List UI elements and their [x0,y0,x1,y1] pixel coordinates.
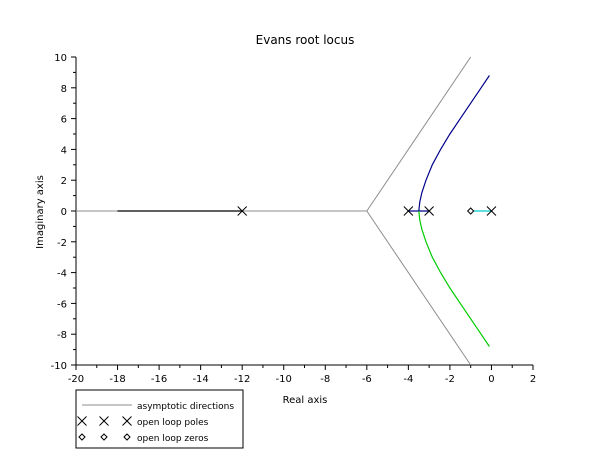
y-tick-label: 2 [61,176,67,187]
y-tick-label: 8 [61,84,67,95]
y-tick-label: 10 [54,53,67,64]
chart-title: Evans root locus [256,33,355,47]
y-tick-label: -8 [57,330,67,341]
y-tick-label: 0 [61,207,67,218]
x-tick-label: -14 [192,374,208,385]
y-tick-label: -10 [51,361,67,372]
y-tick-label: 6 [61,115,67,126]
legend-asymptotes-label: asymptotic directions [137,402,234,412]
x-tick-label: 2 [530,374,536,385]
legend-zeros-label: open loop zeros [137,434,209,444]
x-tick-label: -16 [151,374,167,385]
x-tick-label: -10 [276,374,292,385]
x-tick-label: 0 [488,374,494,385]
y-tick-label: -6 [57,299,67,310]
x-tick-label: -2 [445,374,455,385]
x-axis-label: Real axis [283,395,328,406]
y-axis-label: Imaginary axis [35,175,46,249]
x-tick-label: -8 [320,374,330,385]
y-tick-label: -2 [57,238,67,249]
x-tick-label: -12 [234,374,250,385]
x-tick-label: -6 [362,374,372,385]
y-tick-label: 4 [61,145,67,156]
legend: asymptotic directions open loop poles open… [76,390,243,448]
y-tick-label: -4 [57,269,67,280]
x-tick-label: -4 [403,374,413,385]
x-tick-label: -20 [68,374,84,385]
legend-poles-label: open loop poles [137,418,209,428]
x-tick-label: -18 [109,374,125,385]
